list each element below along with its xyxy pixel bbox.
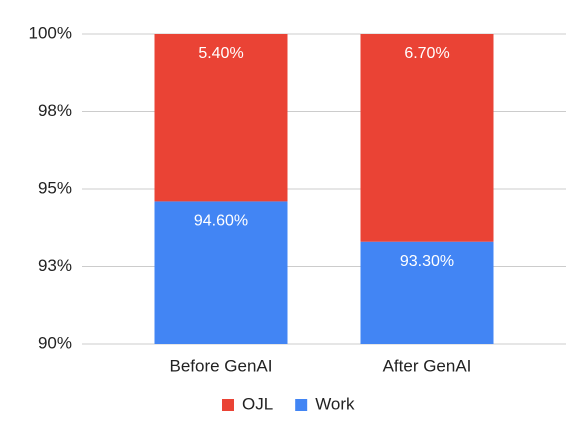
y-tick-label: 93%	[38, 256, 72, 275]
value-label: 6.70%	[404, 45, 449, 62]
bar-segment	[360, 241, 494, 344]
bar-segment	[154, 34, 288, 202]
bar-segment	[360, 34, 494, 242]
value-label: 93.30%	[400, 253, 454, 270]
y-tick-label: 98%	[38, 101, 72, 120]
y-tick-label: 100%	[29, 23, 72, 42]
y-tick-label: 90%	[38, 333, 72, 352]
value-label: 5.40%	[198, 45, 243, 62]
x-tick-label: Before GenAI	[169, 356, 272, 375]
legend-swatch	[222, 399, 234, 411]
y-tick-label: 95%	[38, 178, 72, 197]
legend-label: Work	[315, 394, 355, 413]
bar-segment	[154, 201, 288, 344]
x-tick-label: After GenAI	[383, 356, 472, 375]
legend-swatch	[295, 399, 308, 411]
legend-label: OJL	[242, 394, 273, 413]
value-label: 94.60%	[194, 213, 248, 230]
